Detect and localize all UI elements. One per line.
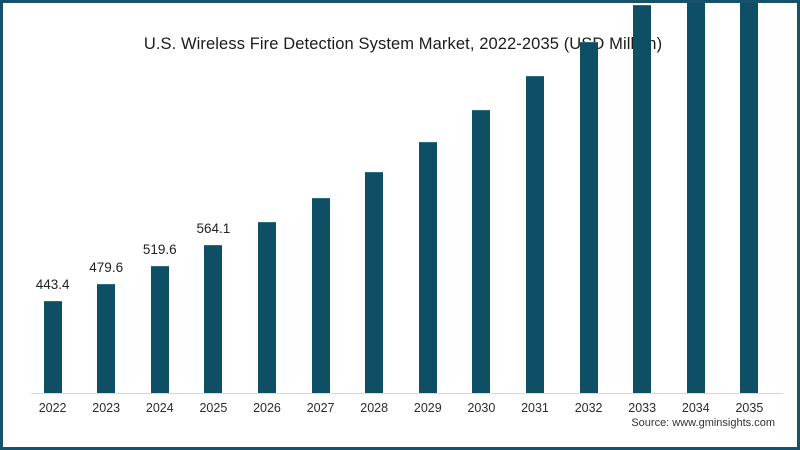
x-tick-label: 2028: [360, 401, 389, 415]
bar[interactable]: [97, 284, 116, 393]
x-tick-label: 2023: [92, 401, 121, 415]
bar-group: 2026: [240, 3, 294, 447]
chart-title: U.S. Wireless Fire Detection System Mark…: [143, 35, 663, 53]
bar[interactable]: [418, 142, 437, 393]
x-tick-label: 2024: [145, 401, 174, 415]
bar[interactable]: [43, 301, 62, 393]
bar-value-label: 519.6: [142, 242, 177, 257]
bar-group: 2028: [347, 3, 401, 447]
x-tick-label: 2022: [38, 401, 67, 415]
x-tick-label: 2030: [467, 401, 496, 415]
bar-group: 2035: [723, 3, 777, 447]
source-note: Source: www.gminsights.com: [631, 417, 775, 429]
x-axis-line: [31, 393, 783, 394]
bar-group: 519.6 2024: [133, 3, 187, 447]
bar-value-label: 443.4: [35, 277, 70, 292]
x-tick-label: 2032: [574, 401, 603, 415]
bar-group: 479.6 2023: [79, 3, 133, 447]
x-tick-label: 2034: [681, 401, 710, 415]
bar-value-label: 479.6: [89, 260, 124, 275]
x-tick-label: 2027: [306, 401, 335, 415]
plot-area: 443.4 2022 479.6 2023 519.6 2024 564.1 2…: [3, 3, 797, 447]
x-tick-label: 2031: [521, 401, 549, 415]
bar[interactable]: [150, 266, 169, 393]
bar-group: 2030: [455, 3, 509, 447]
bar-group: 2032: [562, 3, 616, 447]
bar[interactable]: [525, 76, 544, 393]
bar[interactable]: [633, 5, 652, 393]
bar[interactable]: [740, 3, 759, 393]
bar-group: 2029: [401, 3, 455, 447]
bar-group: 2033: [615, 3, 669, 447]
x-tick-label: 2029: [413, 401, 442, 415]
bar[interactable]: [204, 245, 223, 393]
bar-group: 2027: [294, 3, 348, 447]
bar[interactable]: [365, 172, 384, 393]
bar-group: 2034: [669, 3, 723, 447]
bar[interactable]: [311, 198, 330, 393]
bar[interactable]: [686, 3, 705, 393]
bar-group: 443.4 2022: [26, 3, 80, 447]
bar[interactable]: [579, 42, 598, 393]
x-tick-label: 2025: [199, 401, 228, 415]
bar-group: 2031: [508, 3, 562, 447]
bar-group: 564.1 2025: [187, 3, 241, 447]
bar-value-label: 564.1: [196, 221, 231, 236]
bar[interactable]: [472, 110, 491, 393]
x-tick-label: 2035: [735, 401, 764, 415]
x-tick-label: 2026: [253, 401, 281, 415]
bar[interactable]: [257, 222, 276, 393]
x-tick-label: 2033: [628, 401, 657, 415]
